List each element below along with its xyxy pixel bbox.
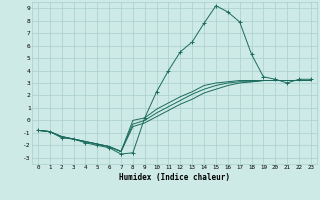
X-axis label: Humidex (Indice chaleur): Humidex (Indice chaleur): [119, 173, 230, 182]
